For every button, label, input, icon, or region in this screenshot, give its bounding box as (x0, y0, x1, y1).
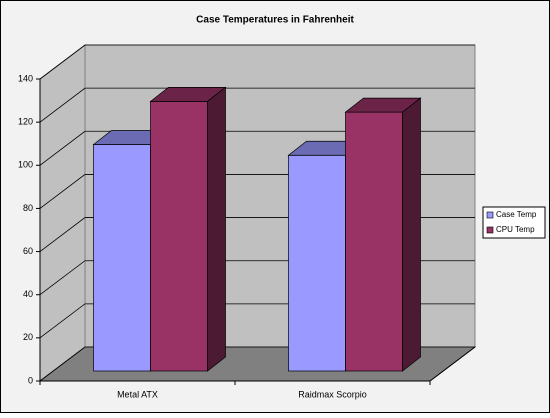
bar-side (402, 97, 421, 372)
ticks: 0 20 40 60 80 100 120 140 Metal ATX Raidmax Scorp… (18, 73, 431, 399)
x-tick-label: Metal ATX (117, 389, 158, 399)
y-tick-label: 40 (23, 289, 33, 299)
bar-side (207, 86, 226, 372)
grid-line (39, 130, 475, 166)
bar (93, 144, 151, 372)
y-tick-label: 80 (23, 203, 33, 213)
side-wall (39, 43, 86, 383)
bar (288, 154, 346, 372)
bar (150, 101, 208, 372)
bars (92, 86, 422, 372)
y-tick-label: 20 (23, 332, 33, 342)
legend (482, 206, 546, 239)
chart-title: Case Temperatures in Fahrenheit (196, 15, 354, 26)
y-tick-label: 60 (23, 246, 33, 256)
grid-line (39, 44, 475, 80)
bar (345, 111, 403, 372)
legend-label: CPU Temp (496, 225, 535, 234)
legend-label: Case Temp (496, 210, 537, 219)
grid-line (39, 87, 475, 123)
x-tick-label: Raidmax Scorpio (298, 389, 367, 399)
x-axis-depth (429, 346, 476, 382)
y-tick-label: 0 (28, 375, 33, 385)
y-tick-label: 120 (18, 117, 33, 127)
y-tick-label: 100 (18, 160, 33, 170)
legend-swatch (486, 211, 494, 219)
y-tick-label: 140 (18, 73, 33, 83)
legend-swatch (486, 226, 494, 234)
